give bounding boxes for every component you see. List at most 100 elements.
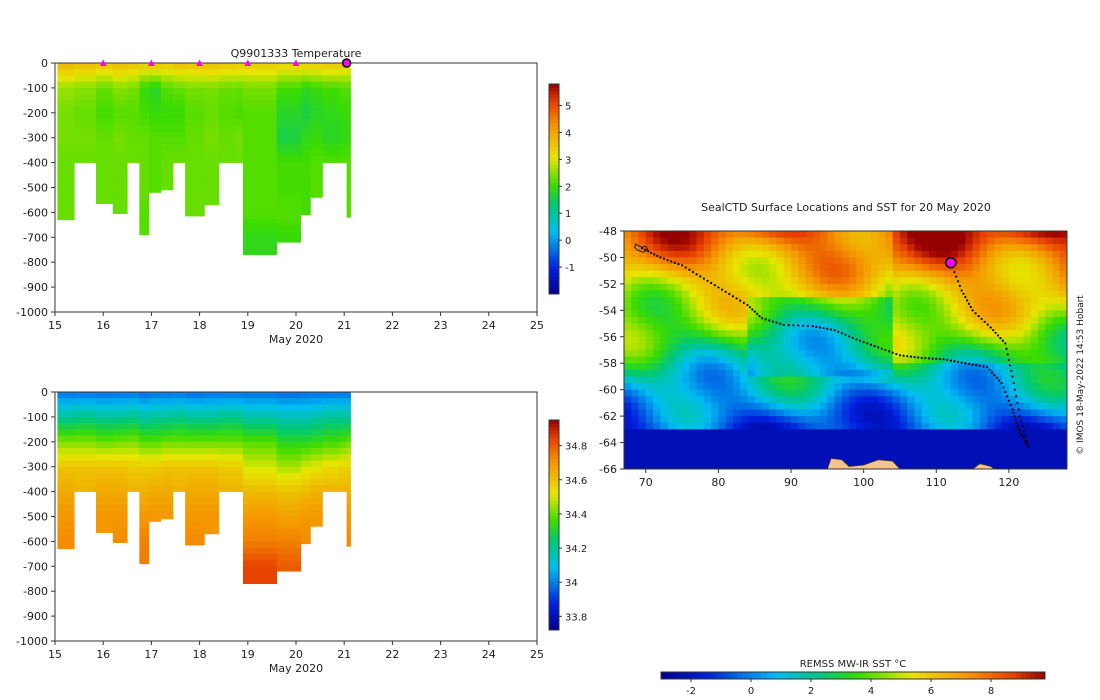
sst-cell xyxy=(624,356,632,364)
sst-cell xyxy=(907,297,915,305)
sst-cell xyxy=(674,336,683,344)
profile-cell xyxy=(300,398,311,405)
profile-cell xyxy=(57,466,75,474)
profile-cell xyxy=(218,460,237,467)
colorbar-segment xyxy=(881,672,887,679)
profile-cell xyxy=(346,497,351,505)
sst-cell xyxy=(914,257,923,265)
sst-cell xyxy=(1052,363,1061,371)
sst-cell xyxy=(667,237,676,245)
sst-cell xyxy=(1023,389,1032,397)
sst-cell xyxy=(761,402,770,410)
colorbar-segment xyxy=(549,451,559,456)
sst-cell xyxy=(936,409,944,417)
colorbar-segment xyxy=(833,672,839,679)
sst-cell xyxy=(870,383,879,391)
profile-cell xyxy=(204,497,220,505)
sst-cell xyxy=(776,449,785,457)
sst-cell xyxy=(899,416,908,424)
sst-cell xyxy=(950,297,959,305)
sst-cell xyxy=(783,389,792,397)
profile-cell xyxy=(74,429,97,436)
colorbar-segment xyxy=(549,588,559,592)
profile-cell xyxy=(276,75,302,82)
sst-cell xyxy=(732,283,741,291)
sst-cell xyxy=(1037,257,1046,265)
profile-cell xyxy=(346,137,351,145)
sst-cell xyxy=(943,237,952,245)
profile-cell xyxy=(57,181,75,188)
sst-cell xyxy=(958,297,966,305)
track-point xyxy=(760,317,764,320)
profile-cell xyxy=(57,441,75,449)
sst-cell xyxy=(769,343,777,351)
sst-cell xyxy=(783,250,792,258)
sst-cell xyxy=(892,231,901,239)
sst-cell xyxy=(1037,310,1046,318)
profile-cell xyxy=(139,454,150,461)
sst-cell xyxy=(725,363,734,371)
sst-cell xyxy=(667,383,676,391)
colorbar-segment xyxy=(549,91,559,95)
sst-cell xyxy=(769,323,777,331)
sst-cell xyxy=(783,257,792,265)
profile-cell xyxy=(139,553,150,561)
profile-cell xyxy=(242,497,278,505)
sst-cell xyxy=(624,270,632,278)
sst-cell xyxy=(798,310,806,318)
sst-cell xyxy=(783,416,792,424)
sst-cell xyxy=(769,363,777,371)
profile-cell xyxy=(112,522,128,530)
sst-cell xyxy=(718,250,727,258)
sst-cell xyxy=(943,369,952,377)
sst-cell xyxy=(929,270,937,278)
sst-cell xyxy=(631,277,639,285)
profile-cell xyxy=(339,398,347,405)
sst-cell xyxy=(892,277,901,285)
colorbar-segment xyxy=(549,441,559,445)
sst-cell xyxy=(689,429,698,437)
sst-cell xyxy=(696,409,705,417)
sst-cell xyxy=(936,429,944,437)
colorbar-segment xyxy=(549,157,559,162)
profile-cell xyxy=(112,175,128,182)
sst-cell xyxy=(856,449,865,457)
profile-cell xyxy=(346,206,351,213)
sst-cell xyxy=(1008,356,1017,364)
sst-cell xyxy=(761,422,770,430)
profile-cell xyxy=(139,187,150,195)
profile-cell xyxy=(161,491,174,499)
sst-cell xyxy=(907,402,915,410)
colorbar-segment xyxy=(549,472,559,477)
sst-cell xyxy=(965,462,973,470)
track-point xyxy=(728,292,731,296)
profile-cell xyxy=(57,218,75,221)
sst-cell xyxy=(689,250,698,258)
y-tick-label: -200 xyxy=(23,107,48,120)
sst-cell xyxy=(725,244,734,252)
sst-cell xyxy=(1037,231,1046,239)
sst-cell xyxy=(1030,283,1039,291)
sst-cell xyxy=(638,277,647,285)
sst-cell xyxy=(827,310,836,318)
y-tick-label: -900 xyxy=(23,610,48,623)
sst-cell xyxy=(674,343,683,351)
sst-cell xyxy=(841,402,850,410)
track-point xyxy=(837,330,840,333)
sst-cell xyxy=(624,250,632,258)
sst-cell xyxy=(805,396,814,404)
colorbar-segment xyxy=(771,672,777,679)
sst-cell xyxy=(812,316,821,324)
profile-cell xyxy=(173,454,186,461)
track-point xyxy=(768,319,771,322)
sst-cell xyxy=(638,290,647,298)
sst-cell xyxy=(1059,402,1068,410)
sst-cell xyxy=(950,462,959,470)
profile-cell xyxy=(346,535,351,542)
sst-cell xyxy=(769,250,777,258)
sst-cell xyxy=(747,356,756,364)
profile-cell xyxy=(185,485,205,492)
profile-cell xyxy=(235,63,244,70)
profile-cell xyxy=(242,566,278,573)
sst-cell xyxy=(740,257,748,265)
